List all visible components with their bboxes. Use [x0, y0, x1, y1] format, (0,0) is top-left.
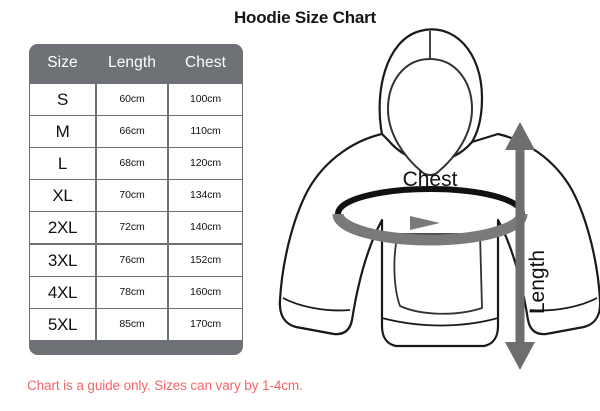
cell-length: 60cm [96, 82, 168, 115]
cell-size: 2XL [29, 211, 96, 244]
cell-size: L [29, 147, 96, 179]
size-table: Size Length Chest S 60cm 100cm M 66cm 11… [29, 44, 243, 355]
length-value: 66cm [97, 115, 167, 147]
table-row: XL 70cm 134cm [29, 179, 243, 212]
table-row: 2XL 72cm 140cm [29, 211, 243, 244]
size-value: L [30, 147, 95, 179]
table-row: M 66cm 110cm [29, 115, 243, 147]
cell-length: 72cm [96, 211, 168, 244]
chest-value: 140cm [169, 212, 242, 244]
header-row: Size Length Chest [29, 44, 243, 82]
right-cuff-seam-icon [529, 297, 598, 312]
cell-chest: 110cm [168, 115, 243, 147]
length-value: 68cm [97, 147, 167, 179]
length-value: 85cm [97, 308, 167, 340]
length-value: 72cm [97, 212, 167, 244]
chest-label: Chest [403, 168, 458, 191]
cell-size: XL [29, 179, 96, 212]
size-value: XL [30, 180, 95, 212]
chest-value: 110cm [169, 115, 242, 147]
length-value: 76cm [97, 244, 167, 276]
cell-size: M [29, 115, 96, 147]
chest-value: 100cm [169, 83, 242, 115]
cell-chest: 134cm [168, 179, 243, 212]
size-value: S [30, 83, 95, 115]
hem-band-icon [381, 317, 499, 327]
length-value: 60cm [97, 83, 167, 115]
cell-length: 66cm [96, 115, 168, 147]
table-row: S 60cm 100cm [29, 82, 243, 115]
cell-length: 68cm [96, 147, 168, 179]
header-length: Length [96, 44, 168, 82]
left-cuff-icon [278, 299, 353, 336]
length-arrow-head-up-icon [505, 122, 535, 150]
length-value: 70cm [97, 180, 167, 212]
cell-length: 70cm [96, 179, 168, 212]
header-size: Size [29, 44, 96, 82]
hoodie-diagram: Chest Length [270, 14, 600, 384]
table-row: 4XL 78cm 160cm [29, 276, 243, 308]
cell-chest: 170cm [168, 308, 243, 342]
size-table-grid: Size Length Chest S 60cm 100cm M 66cm 11… [29, 44, 243, 342]
table-row: 3XL 76cm 152cm [29, 243, 243, 276]
pocket-icon [393, 233, 483, 315]
size-value: 2XL [30, 212, 95, 244]
size-value: 4XL [30, 276, 95, 308]
disclaimer-note: Chart is a guide only. Sizes can vary by… [27, 378, 303, 393]
chest-value: 152cm [169, 244, 242, 276]
cell-length: 78cm [96, 276, 168, 308]
chest-ellipse-bottom-icon [332, 212, 528, 246]
cell-chest: 140cm [168, 211, 243, 244]
table-row: 5XL 85cm 170cm [29, 308, 243, 342]
cell-chest: 120cm [168, 147, 243, 179]
cell-size: 3XL [29, 243, 96, 276]
size-value: M [30, 115, 95, 147]
cell-length: 85cm [96, 308, 168, 342]
cell-chest: 160cm [168, 276, 243, 308]
table-row: L 68cm 120cm [29, 147, 243, 179]
chest-arrow-head-icon [410, 216, 440, 230]
hood-inner-opening-icon [386, 57, 474, 176]
chest-value: 134cm [169, 180, 242, 212]
length-arrow-head-down-icon [505, 342, 535, 370]
size-value: 5XL [30, 308, 95, 340]
header-chest: Chest [168, 44, 243, 82]
table-header: Size Length Chest [29, 44, 243, 82]
cell-size: 4XL [29, 276, 96, 308]
page-title: Hoodie Size Chart [233, 8, 377, 27]
table-body: S 60cm 100cm M 66cm 110cm L 68cm 120cm X… [29, 82, 243, 342]
size-value: 3XL [30, 244, 95, 276]
chest-value: 170cm [169, 308, 242, 340]
cell-size: S [29, 82, 96, 115]
left-cuff-seam-icon [282, 297, 351, 312]
chest-ellipse-top-icon [335, 185, 525, 217]
chest-value: 160cm [169, 276, 242, 308]
cell-chest: 100cm [168, 82, 243, 115]
cell-chest: 152cm [168, 243, 243, 276]
length-value: 78cm [97, 276, 167, 308]
cell-length: 76cm [96, 243, 168, 276]
length-label: Length [526, 250, 549, 314]
cell-size: 5XL [29, 308, 96, 342]
chest-value: 120cm [169, 147, 242, 179]
